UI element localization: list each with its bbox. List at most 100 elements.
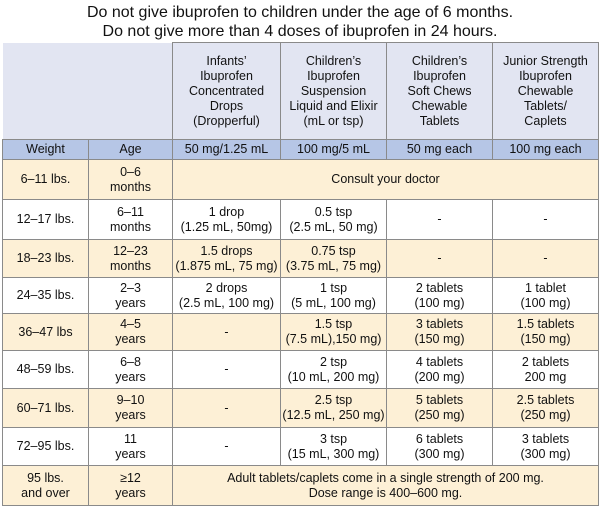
units-cell: Age [88, 139, 173, 160]
cell-line: 0.75 tsp [311, 243, 356, 258]
dose-cell: 6 tablets (300 mg) [386, 427, 493, 466]
cell-line: 1 tsp [319, 280, 348, 295]
dose-cell: 1 tsp (5 mL, 100 mg) [280, 277, 387, 314]
age-cell: 12–23 months [88, 239, 173, 278]
cell-line: 36–47 lbs [18, 324, 73, 339]
cell-line: 2.5 tablets [516, 393, 575, 407]
dose-cell: - [172, 388, 281, 428]
age-cell: ≥12 years [88, 465, 173, 506]
dose-row: 95 lbs. and over ≥12 years Adult tablets/cap… [2, 465, 599, 506]
dose-row: 12–17 lbs. 6–11 months 1 drop (1.25 mL, 50mg… [2, 199, 599, 240]
cell-line: 3 tsp [319, 431, 348, 446]
age-cell: 11 years [88, 427, 173, 466]
header-cell: Children’s Ibuprofen Soft Chews Chewable Tab… [386, 42, 493, 140]
weight-cell: 12–17 lbs. [2, 199, 89, 240]
cell-line: years [115, 295, 146, 310]
cell-line: months [110, 219, 151, 234]
cell-line: 1.5 tsp [314, 317, 353, 331]
cell-line: - [543, 212, 548, 226]
units-cell: Weight [2, 139, 89, 160]
cell-line: Age [119, 142, 142, 156]
units-cell: 50 mg/1.25 mL [172, 139, 281, 160]
cell-line: 3 tablets [415, 317, 464, 331]
cell-line: 12–17 lbs. [16, 212, 75, 226]
cell-line: 2–3 [120, 280, 141, 295]
cell-line: - [224, 439, 229, 453]
dose-cell: 1.5 tablets (150 mg) [492, 313, 599, 351]
dose-cell: 2 tablets 200 mg [492, 350, 599, 389]
age-cell: 6–11 months [88, 199, 173, 240]
dose-cell: - [172, 427, 281, 466]
blank-cell [88, 42, 173, 140]
cell-line: 1 drop [208, 204, 245, 219]
cell-line: (100 mg) [414, 295, 465, 310]
header-cell: Junior Strength Ibuprofen Chewable Tablets/… [492, 42, 599, 140]
cell-line: Concentrated [188, 83, 265, 98]
cell-line: (mL or tsp) [303, 113, 364, 128]
dose-cell: 2.5 tsp (12.5 mL, 250 mg) [280, 388, 387, 428]
cell-line: years [115, 485, 146, 500]
dose-cell: - [492, 239, 599, 278]
cell-line: (2.5 mL, 50 mg) [289, 219, 378, 234]
cell-line: Ibuprofen [519, 68, 572, 83]
age-cell: 2–3 years [88, 277, 173, 314]
weight-cell: 36–47 lbs [2, 313, 89, 351]
cell-line: (150 mg) [414, 332, 465, 346]
cell-line: 6–11 lbs. [20, 172, 71, 186]
header-row: Infants’ Ibuprofen Concentrated Drops (Dropp… [2, 42, 599, 140]
cell-line: 6–8 [120, 354, 141, 369]
cell-line: Junior Strength [503, 53, 588, 68]
cell-line: Ibuprofen [307, 68, 360, 83]
cell-line: (5 mL, 100 mg) [291, 295, 376, 310]
cell-line: 2 tablets [415, 280, 464, 295]
dosing-table: Infants’ Ibuprofen Concentrated Drops (Dropp… [2, 42, 599, 506]
dose-cell: - [172, 350, 281, 389]
dose-cell: Adult tablets/caplets come in a single s… [172, 465, 599, 506]
cell-line: Caplets [524, 113, 567, 128]
cell-line: Children’s [411, 53, 468, 68]
dose-cell: - [386, 199, 493, 240]
notes: Do not give ibuprofen to children under … [0, 0, 600, 42]
cell-line: - [543, 251, 548, 265]
dose-cell: 1 tablet (100 mg) [492, 277, 599, 314]
cell-line: 3 tablets [521, 431, 570, 446]
header-cell: Children’s Ibuprofen Suspension Liquid and … [280, 42, 387, 140]
dose-cell: - [492, 199, 599, 240]
dose-row: 60–71 lbs. 9–10 years - 2.5 tsp (12.5 mL, 250… [2, 388, 599, 428]
cell-line: 48–59 lbs. [16, 362, 75, 376]
age-cell: 4–5 years [88, 313, 173, 351]
cell-line: (15 mL, 300 mg) [287, 446, 380, 461]
cell-line: (250 mg) [414, 408, 465, 422]
age-cell: 0–6 months [88, 159, 173, 200]
dose-cell: 1 drop (1.25 mL, 50mg) [172, 199, 281, 240]
cell-line: Ibuprofen [200, 68, 253, 83]
cell-line: Ibuprofen [413, 68, 466, 83]
cell-line: Dose range is 400–600 mg. [308, 485, 463, 500]
cell-line: 95 lbs. [27, 470, 64, 485]
note: Do not give more than 4 doses of ibuprof… [102, 23, 498, 40]
cell-line: 6 tablets [415, 431, 464, 446]
cell-line: (10 mL, 200 mg) [287, 369, 380, 384]
dose-cell: 4 tablets (200 mg) [386, 350, 493, 389]
cell-line: (300 mg) [520, 446, 571, 461]
header-cell: Infants’ Ibuprofen Concentrated Drops (Dropp… [172, 42, 281, 140]
weight-cell: 6–11 lbs. [2, 159, 89, 200]
cell-line: Chewable [411, 98, 468, 113]
dose-cell: - [386, 239, 493, 278]
dose-row: 6–11 lbs. 0–6 months Consult your doctor [2, 159, 599, 200]
cell-line: 0.5 tsp [314, 204, 353, 219]
dose-row: 48–59 lbs. 6–8 years -2 tsp (10 mL, 200 mg) 4… [2, 350, 599, 389]
cell-line: ≥12 [120, 470, 141, 485]
weight-cell: 18–23 lbs. [2, 239, 89, 278]
weight-cell: 72–95 lbs. [2, 427, 89, 466]
cell-line: 24–35 lbs. [16, 288, 75, 302]
note: Do not give ibuprofen to children under … [86, 4, 514, 21]
cell-line: 4–5 [120, 317, 141, 331]
dose-row: 36–47 lbs 4–5 years - 1.5 tsp (7.5 mL),150 mg… [2, 313, 599, 351]
cell-line: Consult your doctor [331, 172, 440, 186]
cell-line: 9–10 [116, 393, 145, 407]
cell-line: (150 mg) [520, 332, 571, 346]
cell-line: 11 [124, 431, 137, 446]
cell-line: - [224, 400, 229, 415]
